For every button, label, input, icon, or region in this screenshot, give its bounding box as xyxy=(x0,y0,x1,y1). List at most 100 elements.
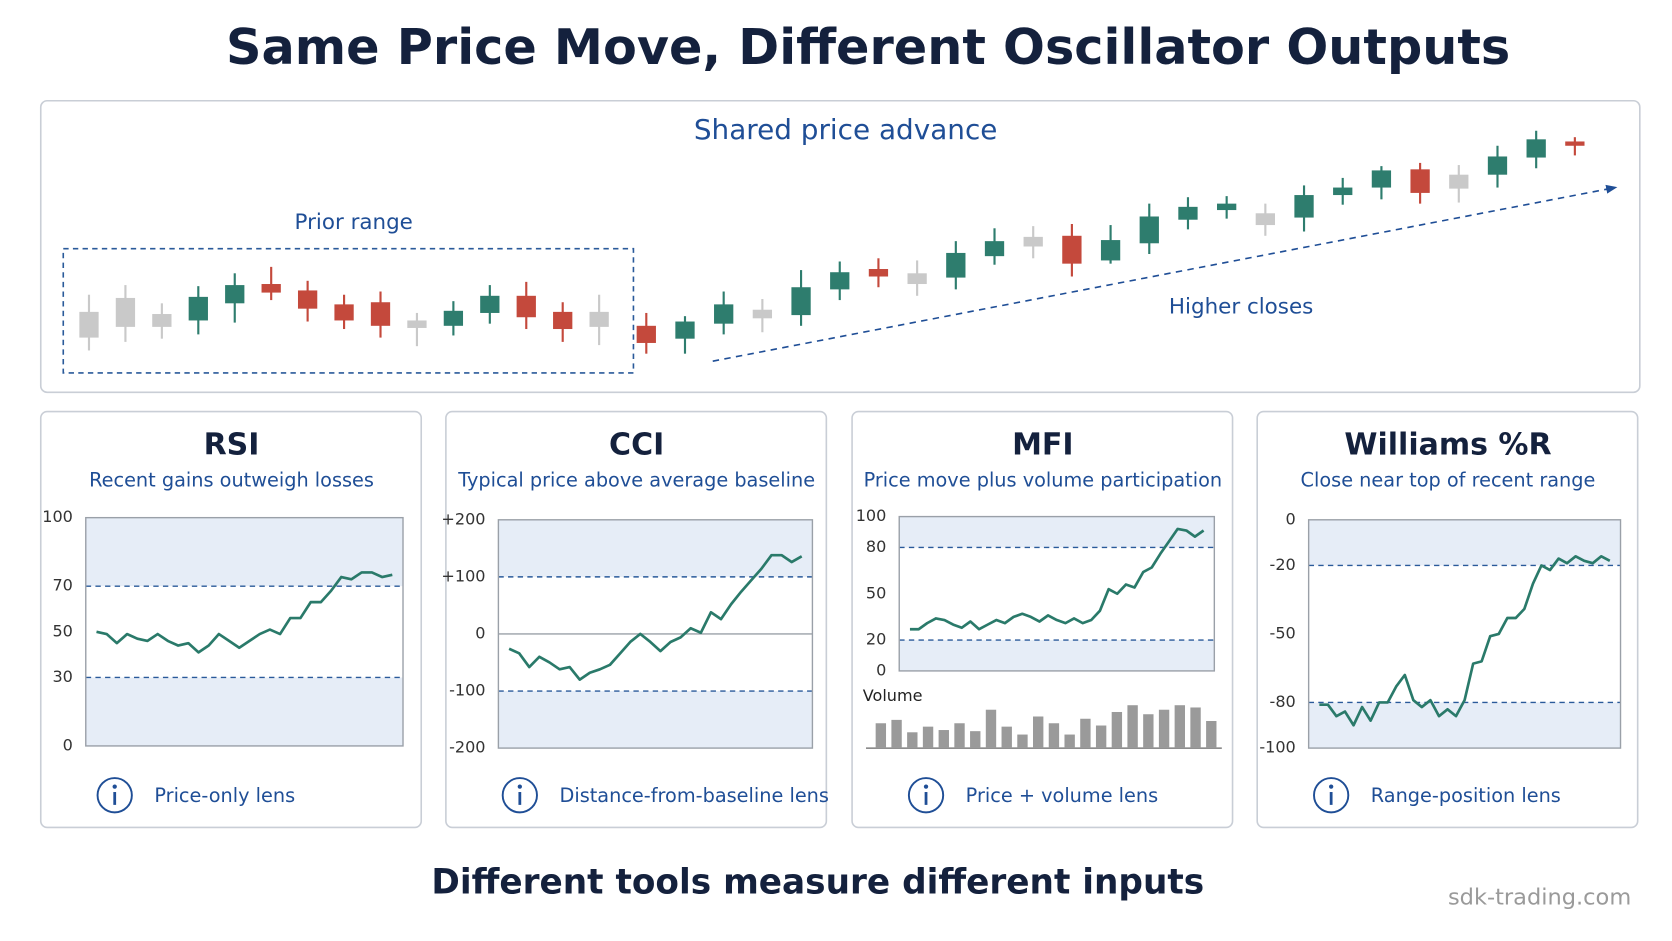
candle-body xyxy=(1178,206,1198,220)
lower-band xyxy=(498,691,813,749)
y-tick-label: 0 xyxy=(475,623,485,642)
y-tick-label: 50 xyxy=(52,621,72,640)
indicator-title: RSI xyxy=(204,427,260,462)
y-tick-label: -20 xyxy=(1270,555,1296,574)
y-tick-label: 100 xyxy=(856,506,887,525)
volume-bar xyxy=(1033,716,1044,749)
lower-band xyxy=(85,677,404,746)
plot-frame xyxy=(1307,519,1622,749)
volume-bar xyxy=(1001,726,1012,749)
candle-body xyxy=(1487,156,1508,175)
candle-body xyxy=(1410,169,1430,193)
plot-frame xyxy=(85,516,404,747)
candle-body xyxy=(516,295,536,318)
y-tick-label: 100 xyxy=(42,507,73,526)
candle-body xyxy=(791,287,811,316)
candle-body xyxy=(188,296,208,321)
volume-bar xyxy=(1111,711,1123,749)
indicator-subtitle: Price move plus volume participation xyxy=(864,469,1223,492)
volume-bar xyxy=(1143,714,1154,749)
volume-bar xyxy=(1190,707,1201,749)
volume-bar xyxy=(1017,734,1028,749)
volume-bar xyxy=(875,723,887,749)
upper-band xyxy=(899,516,1215,548)
volume-bar xyxy=(1048,723,1060,749)
candle-body xyxy=(115,297,136,327)
lower-band xyxy=(899,640,1215,671)
indicator-subtitle: Typical price above average baseline xyxy=(457,469,815,492)
candle-body xyxy=(714,304,734,324)
y-tick-label: 30 xyxy=(52,667,72,686)
y-tick-label: -100 xyxy=(1259,738,1295,757)
candle-body xyxy=(1255,213,1275,226)
y-tick-label: 80 xyxy=(866,537,886,556)
candle-body xyxy=(1100,240,1121,261)
volume-bar xyxy=(1095,725,1107,749)
indicator-line xyxy=(96,571,393,654)
annotation: Prior range xyxy=(295,210,413,235)
volume-bar xyxy=(1206,721,1217,749)
indicator-title: MFI xyxy=(1012,427,1074,462)
volume-bar xyxy=(1064,734,1075,749)
y-tick-label: -50 xyxy=(1270,623,1296,642)
candle-body xyxy=(225,285,245,304)
y-tick-label: 20 xyxy=(866,630,886,649)
candle-body xyxy=(752,309,773,319)
indicator-title: CCI xyxy=(609,427,664,462)
y-tick-label: 0 xyxy=(876,660,886,679)
candle-body xyxy=(589,311,609,327)
upper-band xyxy=(85,517,404,587)
y-tick-label: 0 xyxy=(63,735,73,754)
candle-body xyxy=(443,310,464,326)
plot-frame xyxy=(898,515,1216,672)
y-tick-label: 0 xyxy=(1286,509,1296,528)
candle-body xyxy=(1371,170,1392,188)
indicator-line xyxy=(1319,555,1611,727)
volume-bar xyxy=(1127,705,1138,749)
indicator-title: Williams %R xyxy=(1344,427,1551,462)
candle-body xyxy=(1294,195,1314,218)
indicator-subtitle: Close near top of recent range xyxy=(1301,469,1596,492)
price-panel xyxy=(39,99,1641,394)
prior-range-box xyxy=(62,247,635,374)
candle-body xyxy=(946,252,966,278)
candle-body xyxy=(1139,216,1159,244)
info-icon-dot xyxy=(1329,784,1334,789)
candle-body xyxy=(370,302,391,326)
plot-frame xyxy=(497,519,814,749)
candle-body xyxy=(1565,141,1585,146)
lens-label: Price + volume lens xyxy=(966,784,1159,807)
candle-body xyxy=(1062,235,1082,264)
y-tick-label: -80 xyxy=(1270,692,1296,711)
volume-bar xyxy=(970,731,981,749)
candle-body xyxy=(868,269,889,277)
indicator-line xyxy=(909,527,1205,631)
lens-label: Distance-from-baseline lens xyxy=(559,784,828,807)
volume-bar xyxy=(922,726,934,749)
candle-body xyxy=(553,311,573,330)
volume-bar xyxy=(985,709,997,749)
indicator-subtitle: Recent gains outweigh losses xyxy=(89,469,374,492)
candle-body xyxy=(1023,236,1043,247)
upper-band xyxy=(498,519,813,577)
info-icon-dot xyxy=(517,784,522,789)
y-tick-label: -200 xyxy=(449,738,485,757)
candle-body xyxy=(636,325,656,343)
volume-bar xyxy=(1080,718,1091,749)
y-tick-label: 50 xyxy=(866,583,886,602)
candle-body xyxy=(675,321,695,339)
candle-body xyxy=(984,241,1005,257)
info-icon-dot xyxy=(112,784,117,789)
candle-body xyxy=(1333,187,1353,196)
volume-bar xyxy=(938,730,949,749)
volume-bar xyxy=(891,719,902,749)
candle-body xyxy=(1217,203,1237,211)
upper-band xyxy=(1308,519,1621,566)
footer: Different tools measure different inputs xyxy=(431,863,1204,903)
y-tick-label: -100 xyxy=(449,681,485,700)
volume-bar xyxy=(954,723,965,749)
y-tick-label: +100 xyxy=(441,566,485,585)
lens-label: Range-position lens xyxy=(1371,784,1561,807)
candle-body xyxy=(152,314,172,327)
